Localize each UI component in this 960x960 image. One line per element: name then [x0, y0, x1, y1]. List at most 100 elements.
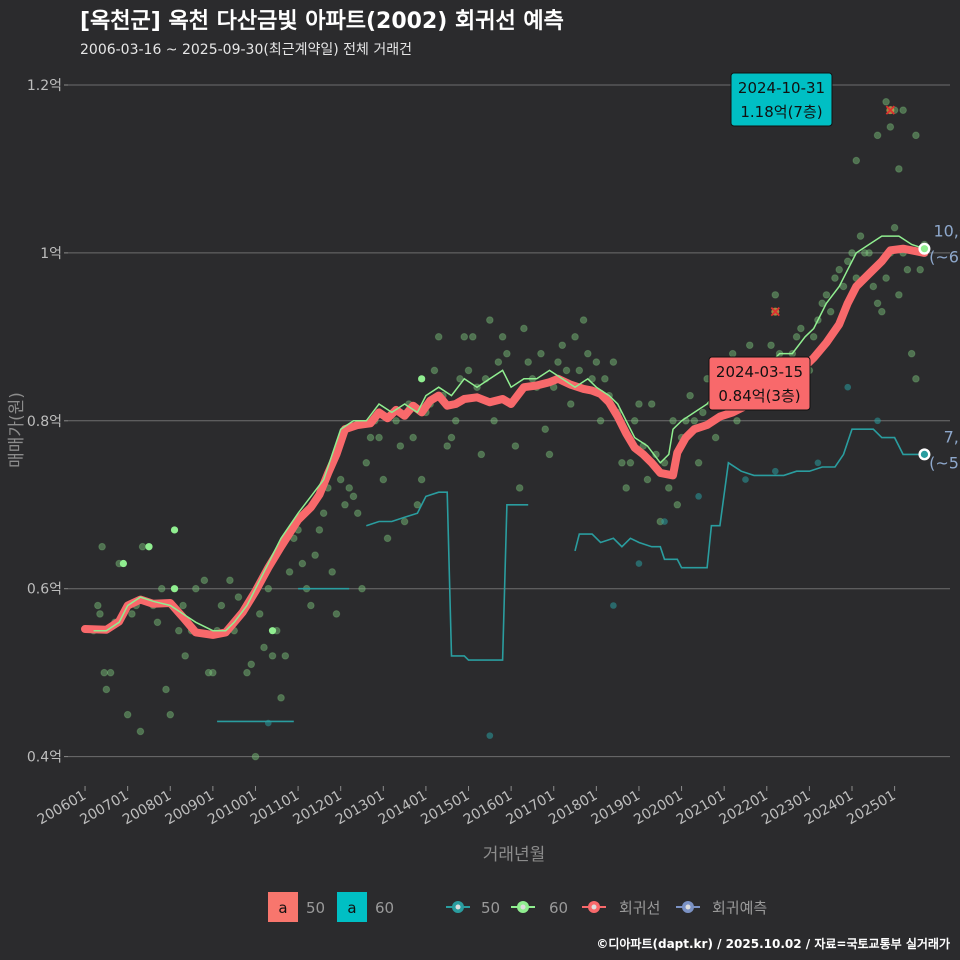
scatter-point — [622, 484, 630, 492]
scatter-point — [873, 299, 882, 308]
scatter-point-teal — [874, 417, 881, 425]
scatter-point — [843, 257, 852, 266]
scatter-point — [664, 484, 673, 492]
scatter-point — [460, 333, 469, 341]
series-lines — [81, 235, 929, 723]
scatter-point — [852, 156, 861, 165]
scatter-point — [912, 131, 920, 140]
scatter-point — [895, 165, 903, 173]
scatter-point — [336, 475, 345, 484]
scatter-point — [503, 349, 511, 358]
scatter-point-teal — [661, 518, 668, 525]
scatter-point — [468, 333, 477, 341]
annotation-box — [730, 72, 833, 127]
scatter-point — [907, 349, 916, 358]
scatter-point — [451, 417, 460, 425]
scatter-point — [520, 324, 528, 333]
scatter-point — [138, 542, 147, 551]
scatter-point — [566, 400, 575, 408]
scatter-point — [379, 475, 388, 484]
legend-label: 60 — [549, 899, 568, 917]
scatter-point — [690, 417, 699, 425]
scatter-points — [89, 97, 929, 761]
scatter-point — [601, 375, 609, 383]
y-tick-label: 0.6억 — [27, 582, 62, 598]
scatter-point — [456, 375, 464, 383]
scatter-point — [571, 333, 579, 341]
scatter-point — [831, 274, 839, 282]
scatter-point — [711, 433, 720, 442]
legend-key-fill — [268, 892, 298, 922]
scatter-point — [392, 417, 400, 425]
scatter-point — [767, 341, 775, 350]
scatter-point — [96, 610, 104, 618]
chart-subtitle: 2006-03-16 ~ 2025-09-30(최근계약일) 전체 거래건 — [80, 42, 412, 58]
legend-dot-center — [520, 904, 526, 910]
scatter-point — [498, 333, 507, 341]
scatter-point — [200, 576, 209, 585]
scatter-point — [162, 685, 170, 694]
scatter-point-teal — [610, 602, 617, 609]
scatter-point-teal — [486, 732, 494, 739]
end-value-label: 7,600 — [944, 427, 960, 446]
scatter-point — [537, 349, 545, 358]
legend-dot-center — [591, 904, 597, 910]
scatter-point — [243, 668, 251, 677]
scatter-point — [869, 282, 878, 291]
scatter-point — [486, 316, 494, 324]
y-axis: 0.4억 0.6억 0.8억 1억 1.2억 — [27, 78, 68, 766]
legend-dot-center — [455, 904, 461, 910]
scatter-point — [362, 458, 371, 467]
scatter-point — [626, 458, 635, 467]
scatter-point — [128, 610, 136, 618]
scatter-point — [792, 333, 801, 341]
scatter-point — [341, 500, 349, 509]
scatter-point — [447, 433, 456, 442]
scatter-point — [285, 568, 294, 576]
y-tick-label: 1억 — [40, 246, 62, 262]
scatter-point — [328, 568, 336, 576]
scatter-point — [903, 265, 912, 274]
scatter-point — [839, 282, 848, 291]
scatter-point — [882, 274, 890, 282]
scatter-point — [818, 299, 826, 308]
legend-key-letter: a — [278, 899, 287, 917]
scatter-point — [511, 442, 520, 450]
scatter-point — [686, 391, 694, 400]
scatter-point — [856, 232, 865, 240]
legend-key-fill — [337, 892, 367, 922]
scatter-point — [669, 417, 677, 425]
y-tick-label: 0.4억 — [27, 750, 62, 766]
scatter-point — [826, 307, 835, 316]
scatter-point — [873, 131, 882, 140]
scatter-point-highlight — [170, 526, 179, 534]
scatter-point — [554, 358, 562, 366]
scatter-point — [895, 291, 903, 299]
legend-label: 50 — [481, 899, 500, 917]
scatter-point-teal — [742, 476, 749, 483]
scatter-point — [545, 450, 554, 459]
scatter-point — [100, 668, 109, 677]
scatter-point — [835, 265, 844, 274]
legend-key-letter: a — [347, 899, 356, 917]
x-axis: 2006012007012008012009012010012011012012… — [35, 786, 899, 828]
scatter-point — [409, 433, 417, 442]
scatter-point-highlight — [119, 559, 127, 568]
scatter-point — [630, 417, 639, 425]
scatter-point — [181, 652, 189, 660]
end-size-label: (~60㎡) — [929, 248, 960, 267]
scatter-point — [298, 559, 307, 568]
scatter-point — [673, 500, 682, 509]
scatter-point — [281, 652, 290, 660]
scatter-point — [413, 500, 422, 509]
scatter-point — [635, 400, 643, 408]
scatter-point — [174, 626, 183, 635]
scatter-point — [153, 618, 162, 627]
scatter-point — [417, 475, 426, 484]
scatter-point — [579, 316, 588, 324]
scatter-point — [226, 576, 234, 585]
scatter-point — [319, 509, 328, 517]
scatter-point — [251, 752, 260, 761]
scatter-point-highlight — [170, 585, 179, 593]
scatter-point — [307, 601, 315, 610]
